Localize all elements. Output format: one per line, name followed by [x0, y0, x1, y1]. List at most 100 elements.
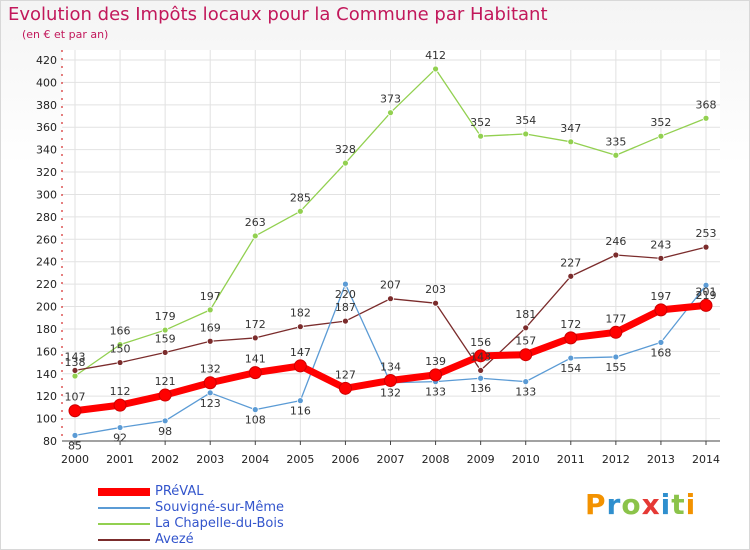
data-label: 155: [605, 361, 626, 374]
data-point: [113, 398, 127, 412]
data-label: 147: [290, 346, 311, 359]
data-label: 150: [110, 343, 131, 356]
y-tick-label: 80: [43, 435, 57, 448]
data-label: 132: [200, 363, 221, 376]
legend-item-aveze: Avezé: [98, 532, 358, 548]
data-point: [203, 376, 217, 390]
data-label: 412: [425, 49, 446, 62]
legend-label: Avezé: [155, 532, 194, 547]
y-tick-label: 220: [36, 278, 57, 291]
legend-item-souvigne: Souvigné-sur-Même: [98, 500, 358, 516]
data-point: [654, 303, 668, 317]
x-tick-label: 2014: [692, 453, 720, 466]
data-point: [342, 159, 349, 167]
legend-label: Souvigné-sur-Même: [155, 500, 285, 515]
data-point: [702, 114, 710, 122]
legend-swatch: [98, 488, 150, 496]
legend: PRéVAL Souvigné-sur-Même La Chapelle-du-…: [98, 484, 358, 548]
data-label: 138: [65, 356, 86, 369]
proxiti-logo: Proxiti: [585, 488, 696, 521]
data-point: [71, 367, 79, 374]
data-label: 179: [155, 310, 176, 323]
x-tick-label: 2009: [467, 453, 495, 466]
data-point: [161, 349, 169, 356]
data-point: [293, 359, 307, 373]
data-point: [248, 366, 262, 380]
data-point: [296, 207, 304, 215]
legend-swatch: [98, 507, 150, 509]
data-label: 181: [515, 308, 536, 321]
data-label: 136: [470, 382, 491, 395]
data-label: 177: [605, 312, 626, 325]
legend-item-la-chapelle: La Chapelle-du-Bois: [98, 516, 358, 532]
data-label: 220: [335, 288, 356, 301]
data-point: [161, 417, 169, 425]
data-point: [522, 378, 530, 386]
logo-letter: i: [660, 488, 672, 521]
data-point: [432, 299, 439, 307]
x-tick-label: 2013: [647, 453, 675, 466]
data-point: [612, 251, 620, 259]
data-label: 253: [696, 227, 717, 240]
data-label: 121: [155, 375, 176, 388]
legend-label: La Chapelle-du-Bois: [155, 516, 284, 531]
y-tick-label: 100: [36, 413, 57, 426]
data-point: [522, 130, 530, 138]
data-point: [702, 243, 710, 251]
data-label: 207: [380, 279, 401, 292]
y-tick-label: 360: [36, 121, 57, 134]
data-label: 285: [290, 191, 311, 204]
data-point: [477, 374, 485, 382]
y-tick-label: 300: [36, 188, 57, 201]
line-chart: 80 100 120 140 160 180 200 220 240 260 280 300 320 34…: [36, 49, 720, 466]
x-tick-label: 2001: [106, 453, 134, 466]
data-label: 172: [245, 318, 266, 331]
data-point: [116, 424, 124, 431]
data-label: 263: [245, 216, 266, 229]
data-label: 182: [290, 307, 311, 320]
data-point: [657, 254, 665, 262]
x-tick-label: 2005: [286, 453, 314, 466]
data-label: 108: [245, 414, 266, 427]
data-point: [657, 132, 665, 140]
y-tick-label: 240: [36, 256, 57, 269]
data-label: 197: [200, 290, 221, 303]
data-label: 127: [335, 368, 356, 381]
y-tick-label: 400: [36, 76, 57, 89]
data-labels-group: 138 166 179 197 263 285 328 373 412 352 354 347 335 3…: [65, 49, 717, 452]
data-label: 156: [470, 336, 491, 349]
data-label: 197: [650, 290, 671, 303]
data-point: [68, 404, 82, 418]
data-point: [567, 138, 575, 146]
x-tick-label: 2004: [241, 453, 269, 466]
data-label: 328: [335, 143, 356, 156]
axes: 80 100 120 140 160 180 200 220 240 260 280 300 320 34…: [36, 50, 720, 466]
data-label: 373: [380, 93, 401, 106]
x-tick-label: 2007: [377, 453, 405, 466]
data-point: [342, 280, 349, 288]
y-tick-label: 180: [36, 323, 57, 336]
data-point: [338, 381, 352, 395]
data-label: 335: [605, 135, 626, 148]
data-point: [609, 325, 623, 339]
logo-letter: i: [685, 488, 697, 521]
data-point: [612, 353, 620, 361]
data-point: [206, 337, 214, 345]
data-point: [161, 326, 169, 334]
data-label: 141: [245, 353, 266, 366]
data-label: 92: [113, 432, 127, 445]
data-point: [71, 431, 79, 439]
data-label: 354: [515, 114, 536, 127]
data-label: 134: [380, 360, 401, 373]
y-tick-label: 120: [36, 390, 57, 403]
data-label: 116: [290, 405, 311, 418]
y-tick-label: 260: [36, 233, 57, 246]
data-label: 172: [560, 318, 581, 331]
data-label: 368: [696, 98, 717, 111]
data-label: 123: [200, 397, 221, 410]
legend-label: PRéVAL: [155, 484, 204, 499]
data-label: 246: [605, 235, 626, 248]
data-point: [612, 151, 620, 159]
data-point: [564, 331, 578, 345]
data-point: [657, 338, 665, 346]
